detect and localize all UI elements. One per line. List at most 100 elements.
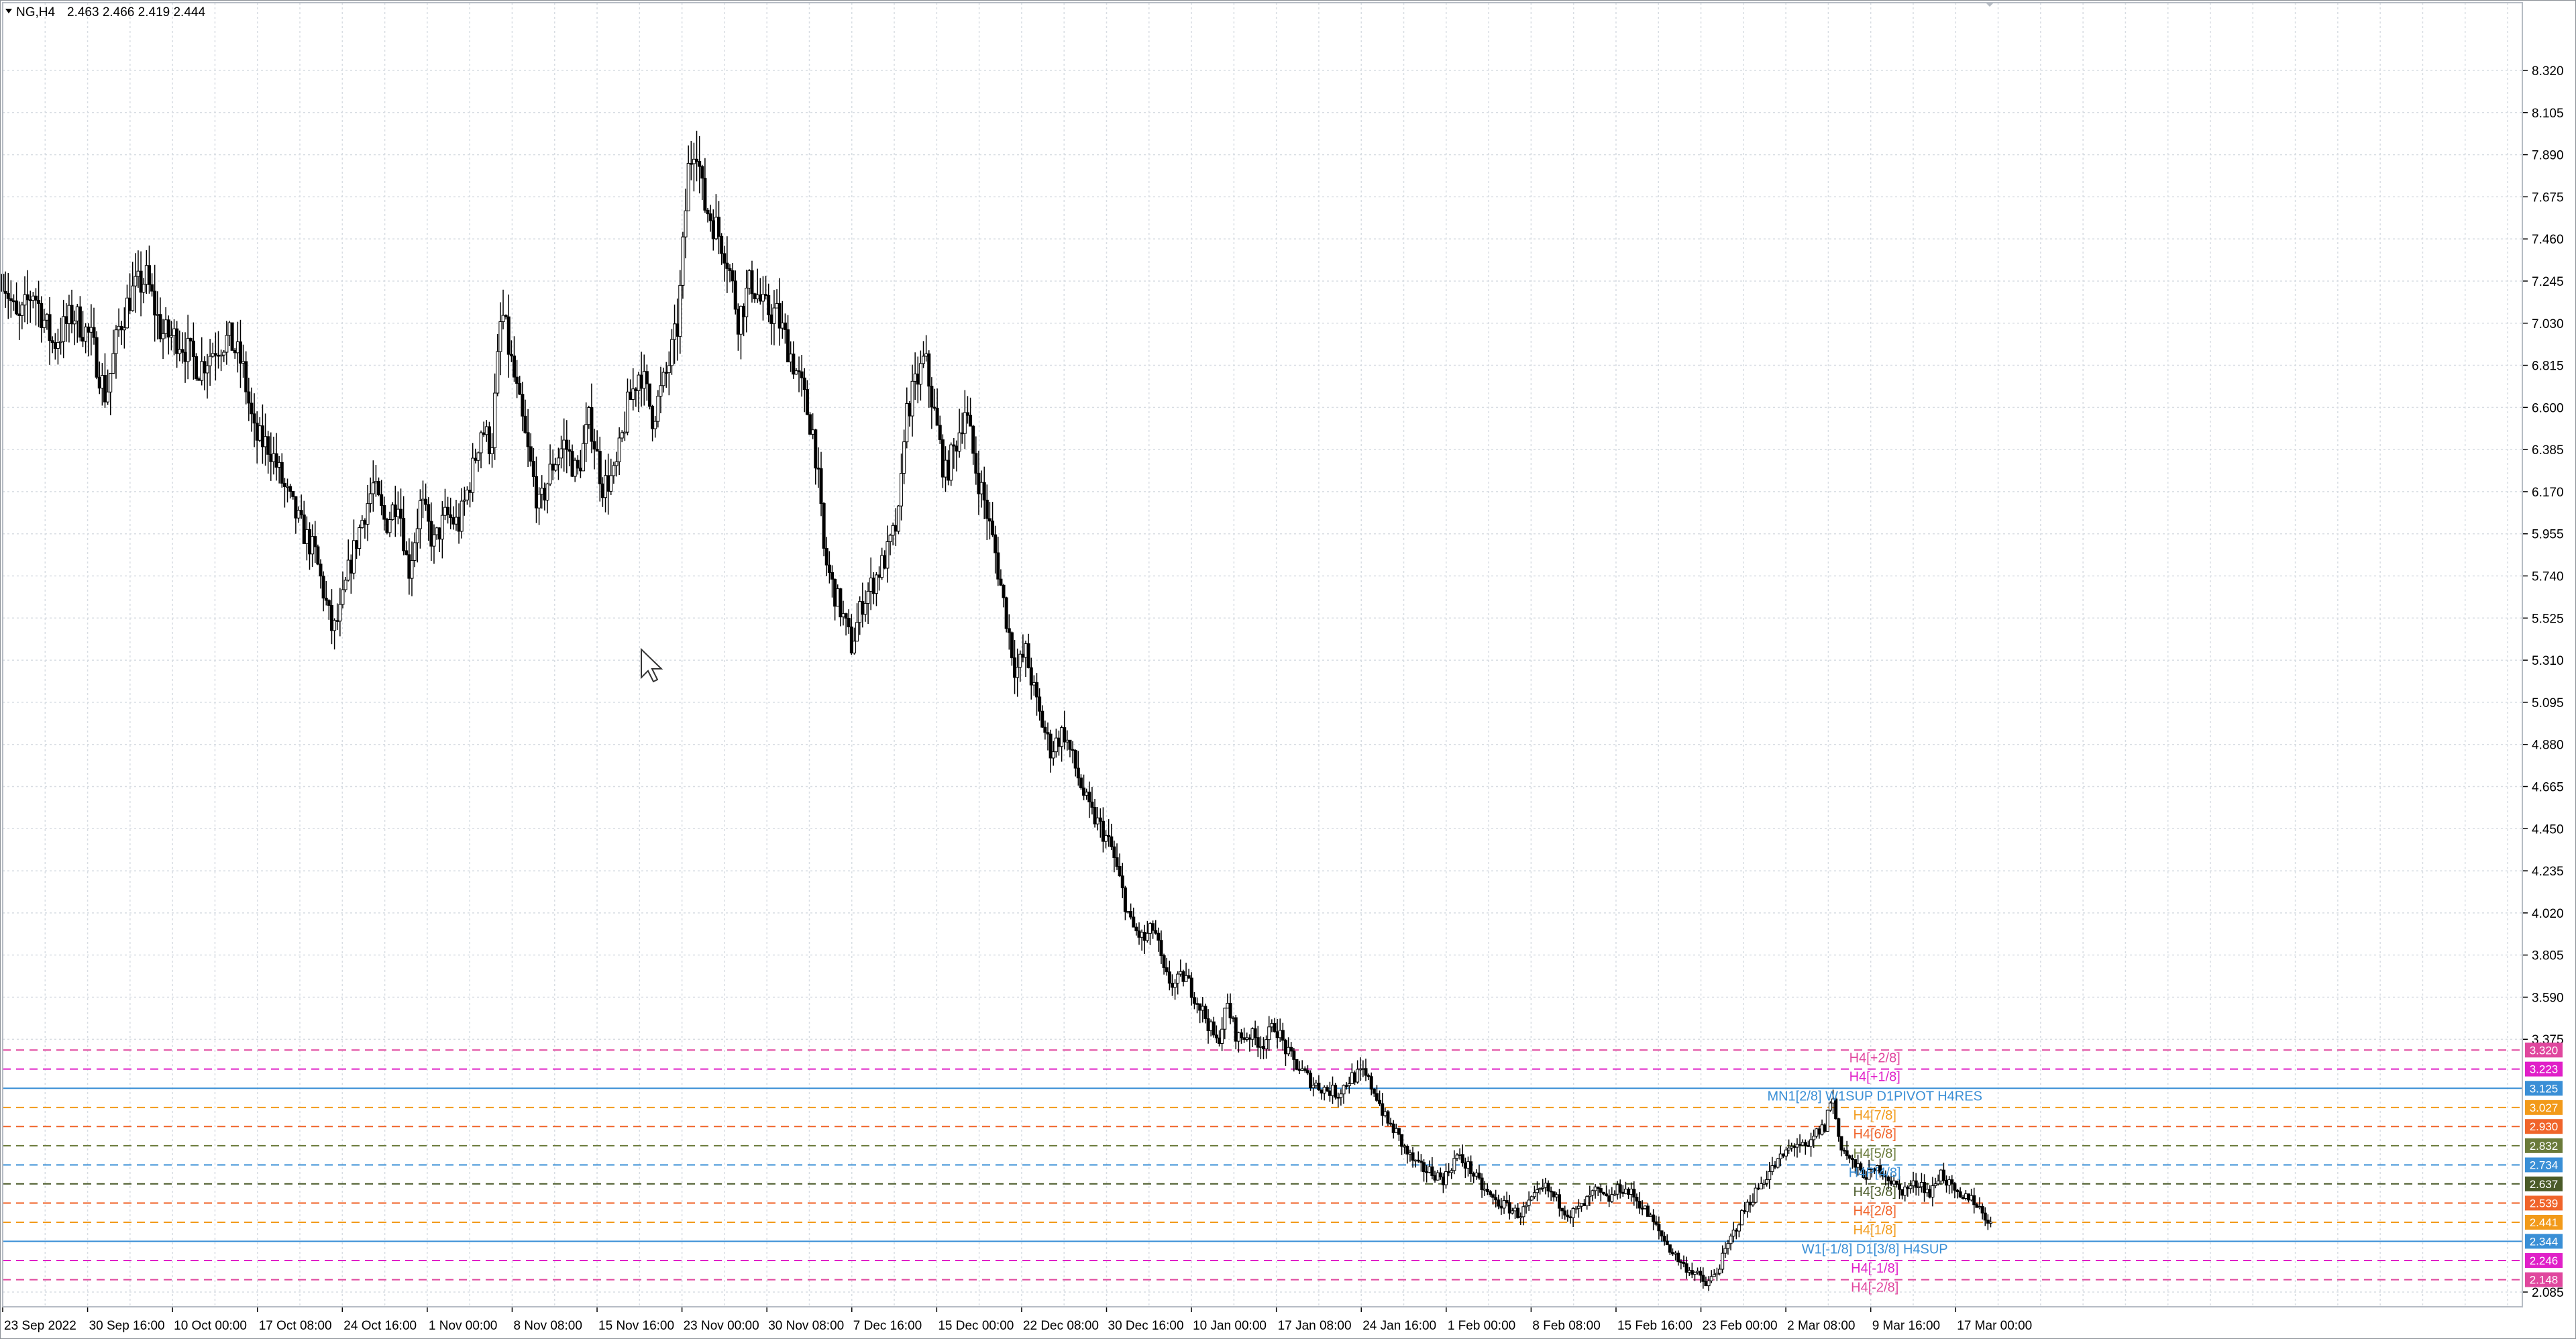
candle-body <box>40 303 44 328</box>
candle-body <box>3 290 7 294</box>
level-price-tag-label: 2.734 <box>2530 1159 2559 1171</box>
candle-body <box>122 327 126 331</box>
candle-body <box>50 340 54 343</box>
candle-body <box>125 297 129 329</box>
candle-body <box>888 535 892 542</box>
candle-body <box>1505 1200 1509 1203</box>
candle-body <box>1817 1128 1821 1135</box>
candle-body <box>1839 1136 1843 1150</box>
candle-body <box>368 493 372 504</box>
shift-marker-icon[interactable] <box>1986 3 1994 7</box>
candle-body <box>1709 1276 1713 1281</box>
candle-body <box>700 166 704 179</box>
candle-body <box>1721 1252 1725 1270</box>
mouse-cursor-icon <box>641 647 663 683</box>
candle-body <box>1159 940 1163 957</box>
candle-body <box>1118 866 1122 877</box>
candle-body <box>1494 1197 1498 1201</box>
candle-body <box>745 287 749 317</box>
candle-body <box>971 425 975 454</box>
candle-body <box>1195 1003 1199 1005</box>
candle-body <box>941 439 945 478</box>
candle-body <box>1422 1162 1426 1173</box>
candle-body <box>1035 682 1039 698</box>
candle-body <box>871 578 875 594</box>
candle-body <box>1137 930 1141 938</box>
candle-body <box>399 508 403 519</box>
candle-body <box>1601 1191 1605 1195</box>
candle-body <box>1975 1204 1979 1208</box>
candle-body <box>429 521 433 547</box>
candle-body <box>684 210 688 237</box>
candle-body <box>999 578 1003 586</box>
candle-body <box>918 363 922 385</box>
candle-body <box>1013 657 1017 678</box>
candle-body <box>1040 710 1044 728</box>
candle-body <box>1599 1188 1603 1193</box>
candle-body <box>1687 1270 1691 1273</box>
candle-body <box>900 473 904 506</box>
candle-body <box>501 315 505 323</box>
candle-body <box>1837 1118 1841 1137</box>
price-axis[interactable]: 8.320 8.105 7.890 7.675 7.460 7.245 7.030 6.815… <box>2522 0 2576 1339</box>
level-price-tag-label: 2.539 <box>2530 1197 2559 1210</box>
candle-body <box>1391 1123 1395 1133</box>
candle-body <box>1513 1208 1517 1212</box>
candle-body <box>1234 1017 1238 1042</box>
candle-body <box>1834 1098 1838 1120</box>
time-tick-label: 24 Oct 16:00 <box>343 1319 417 1333</box>
candle-body <box>930 386 934 408</box>
candle-body <box>17 313 21 316</box>
candle-body <box>166 319 170 338</box>
candle-body <box>341 589 345 605</box>
candle-body <box>631 388 635 400</box>
time-tick-label: 7 Dec 16:00 <box>853 1319 922 1333</box>
candle-body <box>1917 1186 1921 1189</box>
candle-body <box>1403 1145 1407 1148</box>
candle-body <box>95 337 99 378</box>
candle-body <box>1781 1153 1785 1157</box>
candle-body <box>1273 1023 1277 1032</box>
price-tick-label: 8.320 <box>2532 64 2564 78</box>
candle-body <box>634 388 638 391</box>
candle-body <box>1621 1191 1625 1194</box>
time-tick-label: 17 Oct 08:00 <box>259 1319 332 1333</box>
candle-body <box>1419 1161 1423 1163</box>
candle-body <box>661 372 665 386</box>
candle-body <box>1203 1006 1208 1019</box>
candle-body <box>824 547 828 566</box>
candle-body <box>717 217 721 237</box>
candle-body <box>1184 975 1188 982</box>
candle-body <box>1729 1236 1733 1244</box>
candle-body <box>651 406 655 429</box>
candle-body <box>1024 643 1028 658</box>
price-tick-label: 8.105 <box>2532 107 2564 121</box>
candle-body <box>1444 1171 1448 1185</box>
candle-body <box>777 303 782 329</box>
candle-body <box>780 322 784 329</box>
candle-body <box>92 327 96 338</box>
level-price-tag <box>2525 1100 2563 1115</box>
candle-body <box>827 564 831 573</box>
candle-body <box>1823 1124 1827 1132</box>
candle-body <box>1618 1184 1622 1193</box>
time-axis[interactable]: 23 Sep 2022 30 Sep 16:00 10 Oct 00:00 17 Oc… <box>0 1307 2576 1339</box>
candle-body <box>175 328 179 354</box>
candle-body <box>1541 1187 1545 1189</box>
candle-body <box>1270 1023 1274 1028</box>
candle-body <box>1389 1122 1393 1125</box>
candle-body <box>1640 1208 1644 1210</box>
candle-body <box>297 510 301 519</box>
price-tick-label: 3.805 <box>2532 949 2564 963</box>
candle-body <box>1923 1181 1927 1193</box>
symbol-dropdown-icon[interactable] <box>5 9 12 13</box>
candle-body <box>31 295 35 301</box>
candle-body <box>413 542 417 561</box>
candle-body <box>1240 1032 1244 1038</box>
level-price-tag <box>2525 1119 2563 1134</box>
candle-body <box>211 353 215 357</box>
candle-body <box>1134 926 1138 932</box>
candle-body <box>195 356 199 380</box>
candle-body <box>255 423 259 441</box>
